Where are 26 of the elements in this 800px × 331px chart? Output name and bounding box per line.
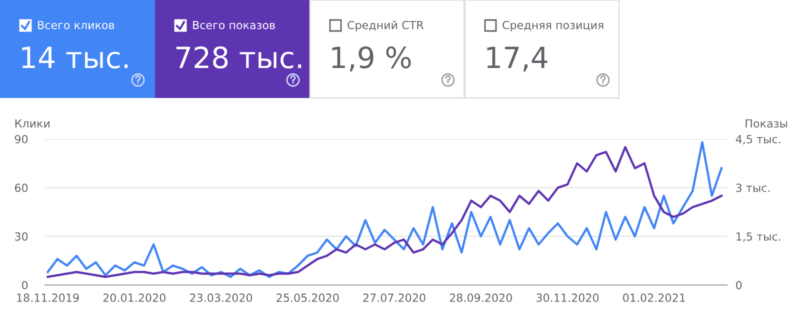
text: 14 тыс.	[22, 46, 128, 68]
y2-tick-label: 3 тыс.	[736, 184, 770, 192]
y2-tick-label: 4,5 тыс.	[736, 135, 780, 145]
y-tick-label: 30	[15, 232, 28, 241]
x-tick-label: 18.11.2019	[17, 294, 79, 302]
text: 728 тыс.	[176, 46, 302, 68]
x-tick-label: 30.11.2020	[536, 294, 599, 302]
x-tick-label: 25.05.2020	[276, 294, 339, 302]
y2-axis-title: Показы	[746, 119, 788, 128]
y-tick-label: 0	[22, 280, 28, 290]
text: Средняя позиция	[502, 20, 604, 32]
y-axis-title: Клики	[15, 119, 50, 128]
y-tick-label: 60	[14, 184, 28, 192]
y2-tick-label: 1,5 тыс.	[736, 232, 780, 242]
text: 17,4	[487, 46, 548, 72]
text: Всего кликов	[38, 20, 114, 30]
x-tick-label: 23.03.2020	[190, 294, 252, 302]
text: 1,9 %	[332, 46, 411, 72]
text: Средний CTR	[348, 20, 424, 32]
x-tick-label: 20.01.2020	[103, 294, 166, 302]
text: Всего показов	[193, 20, 275, 30]
x-tick-label: 01.02.2021	[623, 294, 685, 302]
x-tick-label: 28.09.2020	[450, 294, 512, 302]
y2-tick-label: 0	[736, 280, 742, 290]
x-tick-label: 27.07.2020	[363, 294, 426, 302]
y-tick-label: 90	[14, 134, 28, 144]
